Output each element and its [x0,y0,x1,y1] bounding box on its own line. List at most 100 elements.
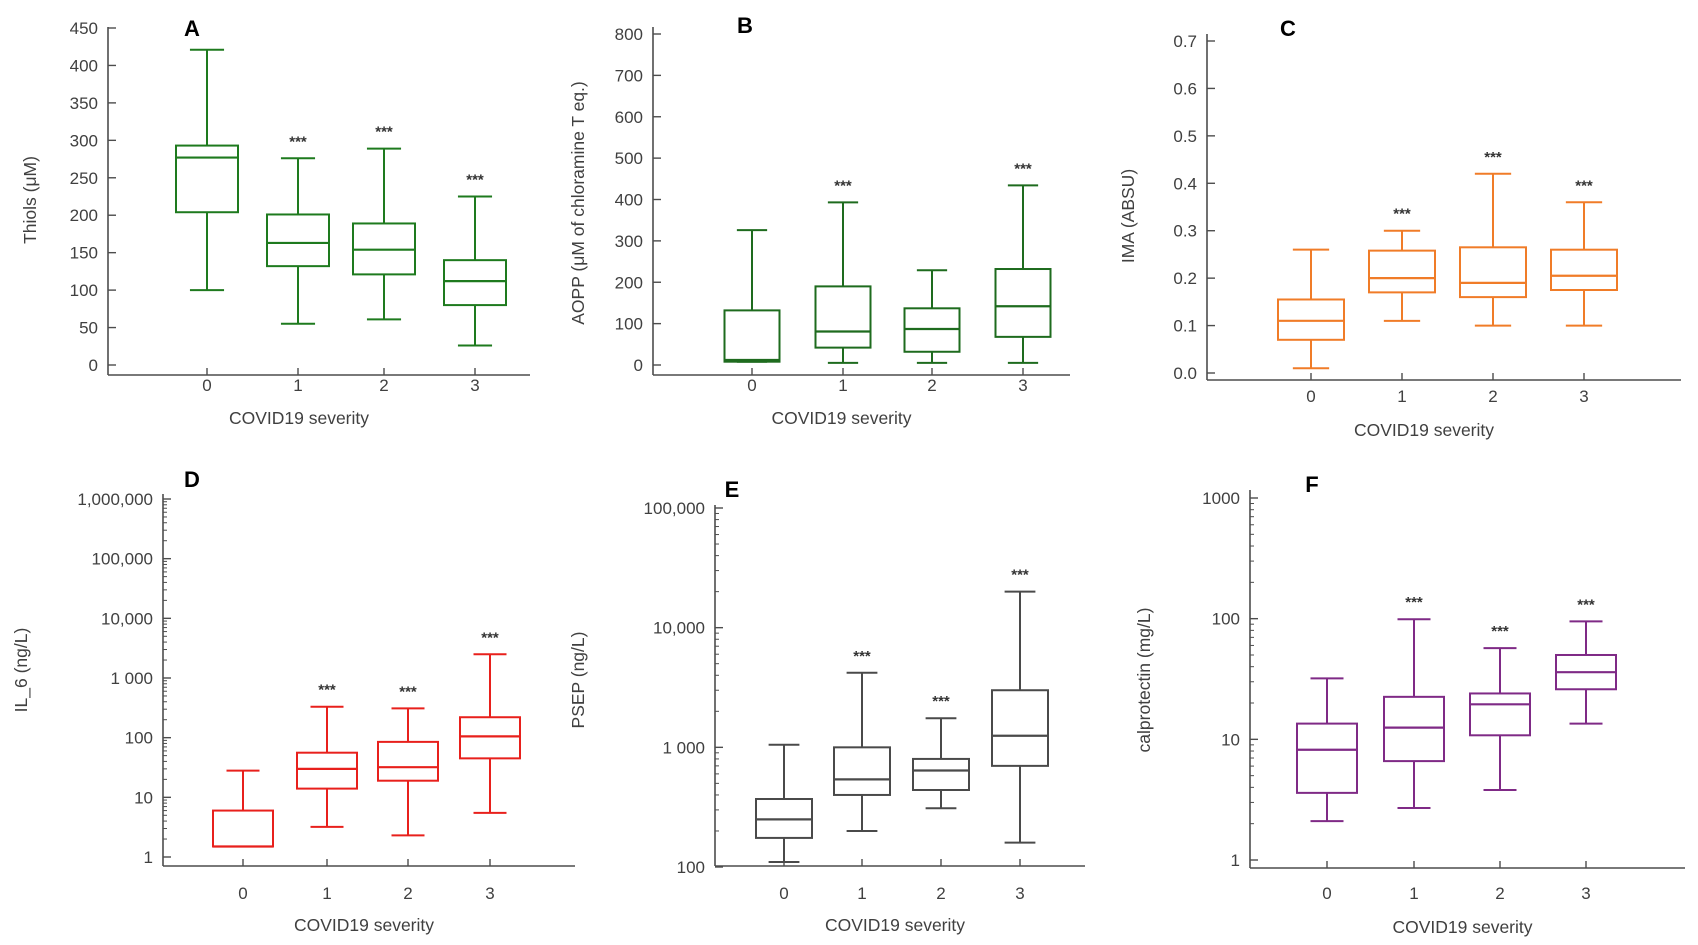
y-tick-label: 350 [70,94,98,113]
box-0 [1296,677,1358,823]
y-tick-label: 1 [144,848,153,867]
y-tick-label: 100,000 [92,550,153,569]
y-tick-label: 800 [615,25,643,44]
y-tick-label: 450 [70,19,98,38]
y-tick-label: 300 [70,131,98,150]
box-0 [175,48,239,292]
y-axis-label: Thiols (μM) [20,156,40,244]
significance-marker: *** [1491,623,1509,640]
significance-marker: *** [399,683,417,700]
box-3: *** [1555,596,1617,725]
x-tick-label: 2 [403,884,412,903]
box-0 [1277,248,1345,370]
x-tick-label: 0 [779,884,788,903]
y-tick-label: 0.0 [1173,364,1197,383]
x-axis-label: COVID19 severity [229,408,369,428]
y-axis-label: calprotectin (mg/L) [1134,608,1154,753]
box-1: *** [1383,594,1445,809]
box-iqr [991,689,1049,767]
box-2: *** [352,124,416,321]
panel-f: 1 10 100 1000 0 1 2 3 *** *** *** F COVID19 severity… [1134,472,1685,937]
y-tick-label: 1000 [1202,489,1240,508]
x-tick-label: 3 [485,884,494,903]
y-tick-label: 1,000,000 [77,490,153,509]
y-tick-label: 200 [70,206,98,225]
box-2: *** [1459,149,1527,327]
significance-marker: *** [834,177,852,194]
y-tick-label: 50 [79,319,98,338]
box-iqr [723,309,781,363]
box-0 [755,743,813,864]
panel-letter: F [1305,472,1318,497]
x-tick-label: 1 [1397,387,1406,406]
box-3: *** [991,567,1049,844]
box-iqr [833,746,891,796]
x-tick-label: 2 [936,884,945,903]
panel-letter: E [725,477,740,502]
x-tick-label: 1 [322,884,331,903]
box-2: *** [1469,623,1531,792]
x-tick-label: 3 [1581,884,1590,903]
y-tick-label: 100 [70,281,98,300]
box-3: *** [443,172,507,347]
panel-b: 0 100 200 300 400 500 600 700 800 0 1 2 3 *** *** B COVI… [568,13,1070,428]
y-tick-label: 200 [615,273,643,292]
y-tick-label: 0.4 [1173,174,1197,193]
x-axis-label: COVID19 severity [1392,917,1532,937]
y-tick-label: 10 [134,788,153,807]
box-1: *** [814,177,872,364]
y-tick-label: 0.3 [1173,222,1197,241]
y-tick-label: 0.7 [1173,32,1197,51]
y-axis-label: AOPP (μM of chloramine T eq.) [568,81,588,325]
box-iqr [212,809,274,848]
box-iqr [814,285,872,349]
panel-letter: D [184,467,200,492]
significance-marker: *** [932,693,950,710]
y-tick-label: 250 [70,169,98,188]
y-tick-label: 10,000 [101,609,153,628]
y-tick-label: 0.6 [1173,79,1197,98]
panel-letter: B [737,13,753,38]
y-tick-label: 100 [677,858,705,877]
y-tick-label: 0 [634,356,643,375]
x-tick-label: 0 [1322,884,1331,903]
x-tick-label: 3 [1579,387,1588,406]
box-2: *** [912,693,970,810]
y-tick-label: 100 [615,315,643,334]
significance-marker: *** [375,124,393,141]
panel-letter: A [184,16,200,41]
y-tick-label: 0 [89,356,98,375]
panel-e: 100 1 000 10,000 100,000 0 1 2 3 *** *** *** E COVID… [568,477,1085,935]
significance-marker: *** [1014,160,1032,177]
significance-marker: *** [466,172,484,189]
box-iqr [1383,695,1445,763]
y-tick-label: 1 000 [662,738,705,757]
box-iqr [1296,722,1358,794]
box-3: *** [459,629,521,814]
panel-a: 0 50 100 150 200 250 300 350 400 450 0 1 2 3 *** *** ***… [20,16,530,428]
y-axis-label: PSEP (ng/L) [568,632,588,729]
x-tick-label: 1 [293,376,302,395]
y-axis-label: IMA (ABSU) [1118,169,1138,263]
box-1: *** [266,133,330,325]
y-tick-label: 1 [1231,851,1240,870]
y-tick-label: 0.2 [1173,269,1197,288]
box-iqr [1550,248,1618,291]
box-0 [212,769,274,848]
x-tick-label: 0 [747,376,756,395]
x-tick-label: 3 [1015,884,1024,903]
box-iqr [1277,298,1345,341]
y-tick-label: 1 000 [110,669,153,688]
box-1: *** [1368,206,1436,322]
x-axis-label: COVID19 severity [294,915,434,935]
y-tick-label: 0.5 [1173,127,1197,146]
x-tick-label: 2 [927,376,936,395]
x-tick-label: 2 [1488,387,1497,406]
significance-marker: *** [1577,596,1595,613]
x-tick-label: 3 [1018,376,1027,395]
y-tick-label: 600 [615,108,643,127]
box-iqr [296,751,358,790]
y-tick-label: 400 [70,56,98,75]
x-tick-label: 0 [1306,387,1315,406]
